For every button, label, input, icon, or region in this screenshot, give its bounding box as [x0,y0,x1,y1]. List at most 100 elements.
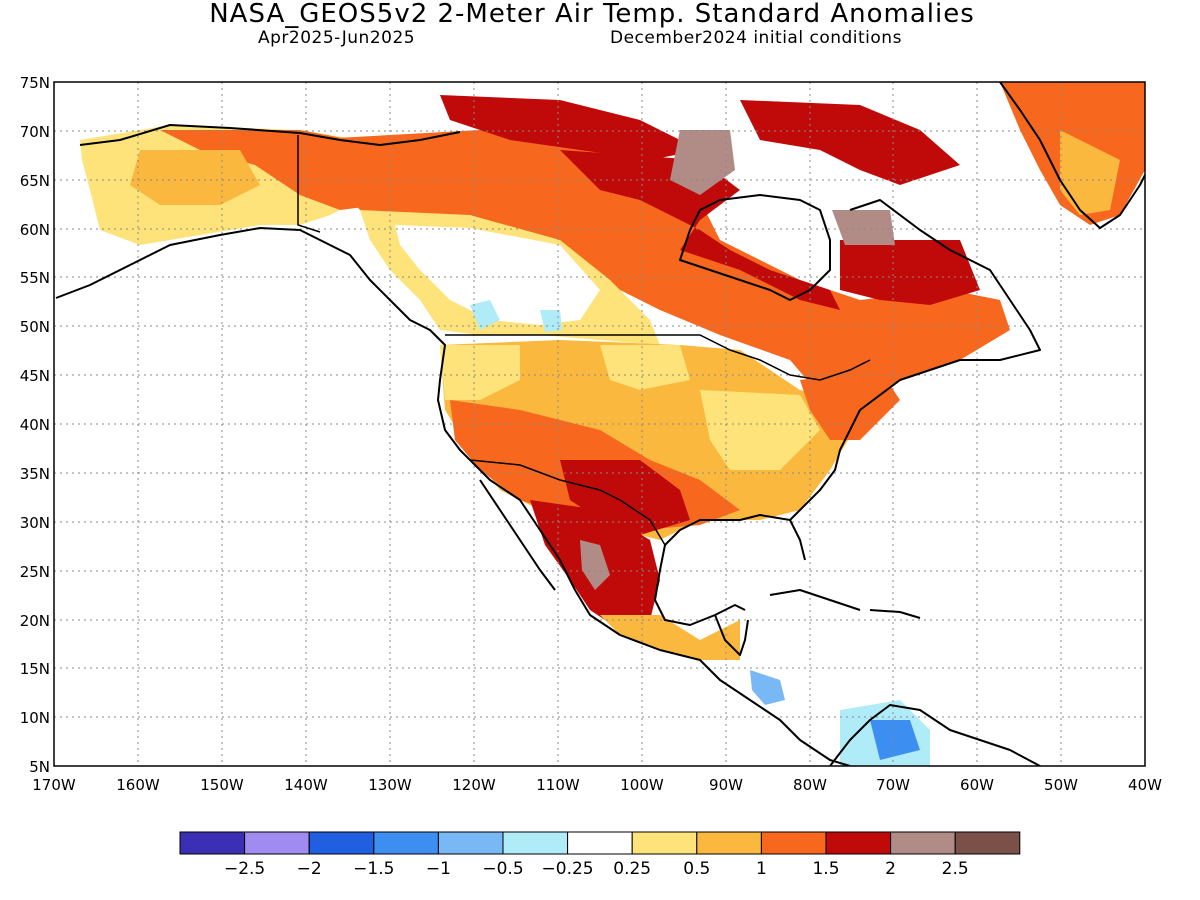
shade-wcanada-white [395,225,600,325]
shade-mexico-south [600,615,740,660]
colorbar-swatch [696,831,762,855]
shade-arctic-red2 [740,100,960,185]
lat-label: 55N [20,269,50,287]
lat-label: 60N [20,221,50,239]
shade-us-yellow [440,345,520,400]
coast-yucatan [714,614,749,656]
shade-cold-blue2 [540,310,562,332]
shade-camerica-blue [750,670,785,705]
lat-label: 40N [20,416,50,434]
shade-samerica-blue2 [870,720,920,760]
lat-label: 10N [20,709,50,727]
shade-alaska-light [130,150,260,205]
colorbar-label: −2 [297,859,322,879]
coast-us-east [789,409,861,561]
shade-cold-blue [470,300,500,330]
lon-label: 50W [1044,776,1078,794]
lat-label: 50N [20,318,50,336]
colorbar-swatch [437,831,504,855]
coast-hudson-bay [679,194,831,301]
shade-mexico-brown [580,540,610,590]
shade-canada-red [560,150,840,310]
lat-label: 65N [20,172,50,190]
lon-label: 60W [960,776,994,794]
shade-quebec-brown [832,210,895,245]
coast-south-america [829,704,1041,766]
map-title: NASA_GEOS5v2 2-Meter Air Temp. Standard … [209,0,975,29]
lon-label: 80W [793,776,827,794]
initial-conditions: December2024 initial conditions [610,28,902,48]
colorbar-label: 2.5 [942,859,969,879]
lat-label: 15N [20,660,50,678]
shade-canada-north [300,130,1010,400]
colorbar-swatch [825,831,892,855]
shade-texas-red [560,460,690,535]
coast-greenland [999,82,1145,229]
plot-frame [53,81,1146,767]
lat-label: 5N [29,758,50,776]
lat-label: 45N [20,367,50,385]
lon-label: 130W [368,776,412,794]
lon-label: 150W [200,776,244,794]
latitude-axis: 75N 70N 65N 60N 55N 50N 45N 40N 35N 30N … [20,74,50,776]
shade-us-yellow2 [600,345,690,390]
coast-alaska-north [79,124,461,146]
lon-label: 110W [536,776,580,794]
shade-greenland-light [1060,130,1120,215]
lat-label: 25N [20,563,50,581]
lat-label: 35N [20,465,50,483]
lon-label: 160W [116,776,160,794]
lon-label: 100W [620,776,664,794]
forecast-period: Apr2025-Jun2025 [258,28,416,48]
coast-baja [479,479,556,591]
colorbar-swatch [631,831,698,855]
gridlines [54,82,1145,766]
lon-label: 140W [284,776,328,794]
lon-label: 120W [452,776,496,794]
colorbar-label: 1.5 [812,859,839,879]
colorbar-swatch [954,831,1021,855]
political-borders [297,135,871,546]
shade-baffin-brown [670,130,735,195]
lon-label: 90W [709,776,743,794]
colorbar-label: −2.5 [224,859,265,879]
coast-hispaniola [869,609,921,619]
lon-label: 170W [32,776,76,794]
colorbar-swatch [308,831,375,855]
colorbar-label: −0.5 [482,859,523,879]
lat-label: 75N [20,74,50,92]
colorbar-label: −1 [426,859,451,879]
colorbar-label: 0.5 [683,859,710,879]
lat-label: 20N [20,612,50,630]
colorbar-swatch [502,831,569,855]
lat-label: 30N [20,514,50,532]
colorbar-swatch [890,831,956,855]
colorbar-label: 2 [885,859,896,879]
colorbar-label: −1.5 [353,859,394,879]
coast-gulf [654,514,791,626]
coast-alaska [55,227,851,766]
shade-arctic-red [440,95,700,160]
colorbar-label: 1 [756,859,767,879]
shade-quebec-red [840,240,980,305]
colorbar-label: −0.25 [542,859,594,879]
colorbar-label: 0.25 [613,859,651,879]
colorbar-swatch [244,831,310,855]
lon-label: 70W [876,776,910,794]
coastlines [55,82,1145,766]
lat-label: 70N [20,123,50,141]
coast-cuba [769,589,861,611]
longitude-axis: 170W 160W 150W 140W 130W 120W 110W 100W … [32,776,1162,794]
lon-label: 40W [1128,776,1162,794]
colorbar-swatch [179,831,246,855]
colorbar: −2.5 −2 −1.5 −1 −0.5 −0.25 0.25 0.5 1 1.5 2 2.5 [179,831,1021,879]
border-us-mexico [469,459,666,546]
colorbar-swatch [760,831,827,855]
shade-us-orange-ne [800,370,900,440]
colorbar-swatch [567,831,633,855]
border-alaska-canada [297,135,321,233]
coast-labrador [849,199,1041,411]
border-us-canada [445,334,871,381]
colorbar-swatch [373,831,439,855]
